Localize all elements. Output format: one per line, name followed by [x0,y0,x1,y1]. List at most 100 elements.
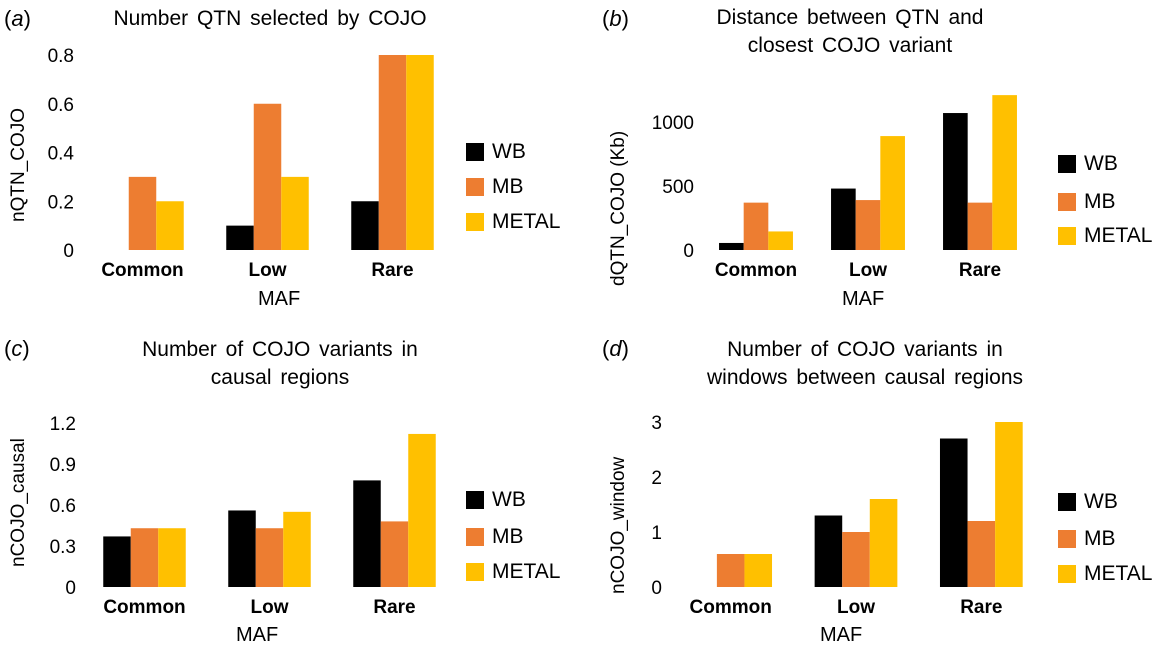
y-tick-label: 0 [651,578,662,599]
legend-label: WB [1084,152,1118,175]
x-tick-label: Low [251,597,289,618]
legend-swatch-wb [466,491,484,509]
panel-tag: (d) [602,336,629,361]
bar-metal-rare [995,422,1023,587]
y-tick-label: 1000 [652,113,694,134]
y-tick-label: 1 [651,523,662,544]
legend-item-wb: WB [466,140,526,164]
bar-wb-low [831,188,856,250]
bar-metal-common [158,528,186,587]
legend-label: MB [492,525,524,548]
legend-item-metal: METAL [466,560,560,584]
y-tick-label: 0.9 [50,455,76,476]
legend-item-mb: MB [466,525,524,549]
legend-item-metal: METAL [466,210,560,234]
plot-area: 0 500 1000 Common Low Rare [652,95,1017,281]
x-tick-label: Common [101,260,183,281]
y-tick-label: 3 [651,413,662,434]
legend-swatch-mb [466,528,484,546]
x-tick-label: Common [715,260,797,281]
legend-label: WB [492,488,526,511]
chart-title: Number of COJO variants in windows betwe… [706,338,1023,389]
legend-swatch-wb [466,143,484,161]
bar-wb-rare [353,480,381,587]
legend-swatch-metal [1058,227,1076,245]
bar-metal-low [880,136,905,250]
legend-swatch-wb [1058,155,1076,173]
chart-title: Distance between QTN and closest COJO va… [716,6,984,57]
bar-wb-rare [351,201,379,250]
y-tick-label: 0 [63,241,74,262]
bar-mb-low [255,528,284,587]
legend-label: MB [1084,190,1116,213]
plot-area: 0 0.2 0.4 0.6 0.8 Common Low Rare [48,46,434,281]
y-tick-label: 0.6 [48,95,74,116]
chart-panel-d: (d) Number of COJO variants in windows b… [580,324,1160,648]
panel-tag: (a) [4,6,31,31]
panel-tag: (c) [4,336,30,361]
legend-label: MB [492,175,524,198]
chart-panel-c: (c) Number of COJO variants in causal re… [0,324,580,648]
bar-wb-rare [939,438,968,587]
bar-mb-low [253,103,282,250]
bar-wb-common [103,536,131,587]
y-tick-label: 0.4 [48,144,75,165]
bar-metal-low [869,499,898,587]
legend-item-wb: WB [466,488,526,512]
bar-mb-common [743,202,769,250]
bar-wb-low [226,225,254,250]
chart-title: Number QTN selected by COJO [113,7,427,30]
bar-metal-common [744,554,773,587]
bar-mb-low [842,532,870,587]
bar-metal-common [768,231,793,250]
bar-metal-common [156,201,184,250]
legend-label: METAL [492,210,561,233]
legend-swatch-metal [466,563,484,581]
y-tick-label: 0 [65,578,76,599]
legend-swatch-metal [466,213,484,231]
bar-mb-low [855,200,881,250]
x-tick-label: Rare [373,597,415,618]
plot-area: 0 1 2 3 Common Low Rare [651,413,1023,618]
legend-item-wb: WB [1058,490,1118,514]
x-axis-label: MAF [258,288,301,310]
legend-label: WB [1084,490,1118,513]
chart-title: Number of COJO variants in causal region… [142,338,418,389]
bar-wb-low [228,510,256,587]
x-tick-label: Common [103,597,185,618]
legend-swatch-wb [1058,493,1076,511]
x-axis-label: MAF [236,624,279,646]
bar-mb-rare [380,521,409,587]
legend-item-mb: MB [466,175,524,199]
bar-mb-rare [967,202,993,250]
y-tick-label: 0 [683,241,694,262]
x-tick-label: Common [690,597,772,618]
bar-wb-rare [943,113,968,250]
chart-panel-b: (b) Distance between QTN and closest COJ… [580,0,1160,324]
legend-swatch-mb [1058,530,1076,548]
bar-metal-low [283,511,311,587]
bar-wb-low [814,515,843,587]
legend-label: METAL [492,560,561,583]
bar-metal-low [281,176,309,250]
legend-label: METAL [1084,224,1153,247]
legend-label: WB [492,140,526,163]
plot-area: 0 0.3 0.6 0.9 1.2 Common Low Rare [50,414,436,618]
bar-mb-common [716,554,745,587]
x-tick-label: Low [837,597,875,618]
y-tick-label: 2 [651,468,662,489]
bar-mb-rare [378,55,407,250]
bar-wb-common [719,242,744,250]
y-tick-label: 500 [662,177,694,198]
legend-item-wb: WB [1058,152,1118,176]
x-tick-label: Rare [959,260,1001,281]
y-tick-label: 0.2 [48,192,74,213]
y-tick-label: 1.2 [50,414,76,435]
legend-label: METAL [1084,562,1153,585]
bar-metal-rare [408,433,436,587]
legend-swatch-mb [466,178,484,196]
x-tick-label: Low [249,260,287,281]
y-tick-label: 0.3 [50,537,76,558]
x-axis-label: MAF [842,288,885,310]
x-tick-label: Rare [960,597,1002,618]
